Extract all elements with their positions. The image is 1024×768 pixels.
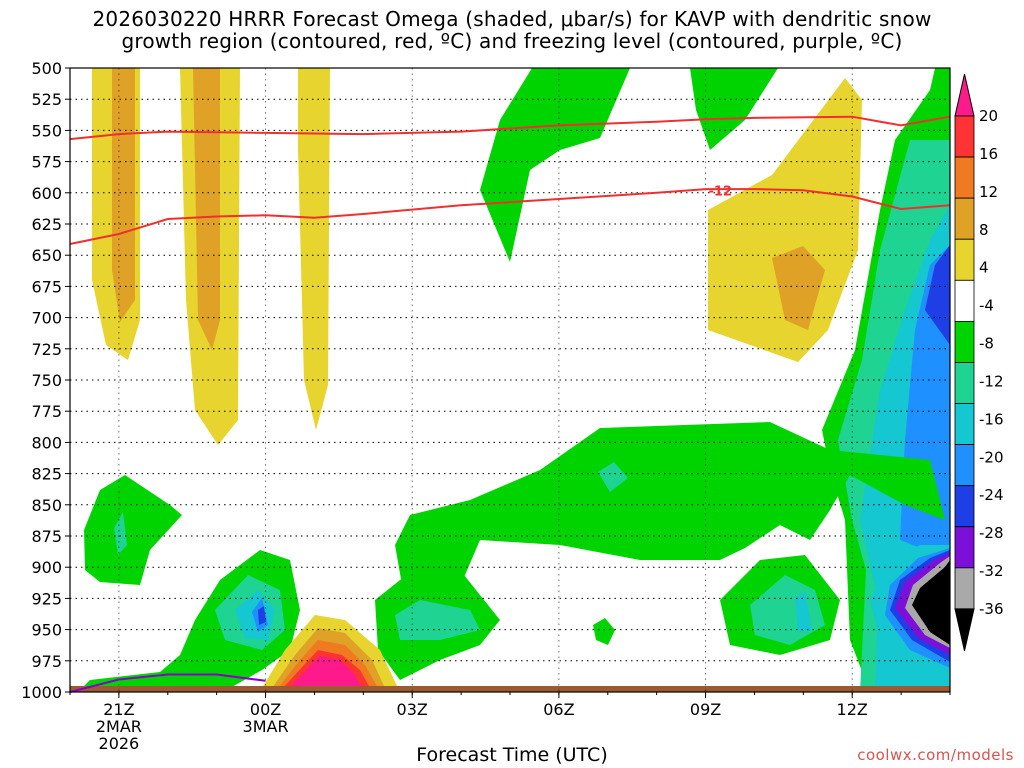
y-tick-label: 950: [31, 621, 62, 640]
colorbar-label: -36: [979, 600, 1004, 618]
pos-region: [112, 68, 135, 322]
y-tick-label: 650: [31, 246, 62, 265]
x-tick-label: 09Z: [690, 700, 721, 719]
colorbar-label: -4: [979, 297, 994, 315]
contour-line: [69, 188, 951, 245]
title-line-1: 2026030220 HRRR Forecast Omega (shaded, …: [92, 7, 932, 31]
y-tick-label: 550: [31, 121, 62, 140]
colorbar-label: 8: [979, 221, 989, 239]
neg-region: [258, 606, 266, 625]
pos-region: [708, 78, 862, 362]
x-tick-year: 2026: [99, 734, 140, 753]
pos-region: [772, 246, 825, 330]
y-tick-label: 500: [31, 59, 62, 78]
grid: [70, 68, 950, 692]
x-tick-label: 06Z: [543, 700, 574, 719]
credit-link[interactable]: coolwx.com/models: [857, 746, 1014, 764]
contour-lines: -12: [69, 115, 951, 693]
chart-title: 2026030220 HRRR Forecast Omega (shaded, …: [0, 8, 1024, 52]
pos-region: [298, 68, 330, 430]
colorbar-swatch: [954, 279, 975, 322]
colorbar-label: -8: [979, 335, 994, 353]
colorbar-swatch: [954, 115, 975, 158]
y-tick-label: 800: [31, 433, 62, 452]
y-tick-label: 575: [31, 153, 62, 172]
neg-region: [690, 68, 778, 150]
neg-region: [395, 600, 480, 640]
y-tick-label: 1000: [21, 683, 62, 702]
y-tick-label: 625: [31, 215, 62, 234]
y-tick-label: 750: [31, 371, 62, 390]
y-tick-label: 700: [31, 309, 62, 328]
colorbar-bottom-arrow: [954, 608, 975, 652]
colorbar: 20 16 12 8 4 -4 -8 -12 -16 -20 -24 -28 -32 -36: [954, 73, 1004, 652]
neg-region: [925, 245, 950, 345]
colorbar-swatch: [954, 320, 975, 363]
colorbar-label: 4: [979, 259, 989, 277]
x-axis-title: Forecast Time (UTC): [416, 744, 608, 766]
y-tick-label: 675: [31, 277, 62, 296]
colorbar-swatch: [954, 156, 975, 199]
omega-shading: [80, 68, 950, 692]
y-tick-label: 900: [31, 558, 62, 577]
contour-label: -12: [708, 184, 732, 199]
y-tick-label: 875: [31, 527, 62, 546]
y-axis: 500 525 550 575 600 625 650 675 700 725 750 775 800 8…: [21, 59, 70, 702]
x-tick-label: 12Z: [837, 700, 868, 719]
neg-region: [114, 512, 127, 555]
colorbar-swatch: [954, 526, 975, 569]
colorbar-label: 16: [979, 145, 998, 163]
y-tick-label: 975: [31, 652, 62, 671]
colorbar-swatch: [954, 197, 975, 240]
neg-region: [84, 475, 182, 585]
colorbar-label: -28: [979, 524, 1004, 542]
neg-region: [912, 560, 950, 645]
colorbar-label: 20: [979, 107, 998, 125]
y-tick-label: 925: [31, 589, 62, 608]
colorbar-label: 12: [979, 183, 998, 201]
colorbar-swatch: [954, 567, 975, 610]
neg-region: [795, 592, 812, 632]
colorbar-swatch: [954, 485, 975, 528]
colorbar-swatch: [954, 444, 975, 487]
y-tick-label: 825: [31, 465, 62, 484]
colorbar-swatch: [954, 238, 975, 281]
colorbar-top-arrow: [954, 73, 975, 117]
ground-surface: [70, 686, 950, 692]
y-tick-label: 600: [31, 184, 62, 203]
colorbar-label: -20: [979, 448, 1004, 466]
x-tick-date: 3MAR: [243, 717, 289, 736]
neg-region: [593, 618, 615, 645]
y-tick-label: 775: [31, 402, 62, 421]
x-tick-label: 03Z: [397, 700, 428, 719]
pos-region: [193, 68, 220, 350]
neg-region: [598, 462, 628, 492]
colorbar-label: -16: [979, 410, 1004, 428]
x-tick-label: 00Z: [250, 700, 281, 719]
title-line-2: growth region (contoured, red, ºC) and f…: [121, 29, 903, 53]
colorbar-swatch: [954, 362, 975, 404]
pos-region: [290, 656, 362, 688]
x-tick-label: 21Z: [103, 700, 134, 719]
y-tick-label: 525: [31, 90, 62, 109]
colorbar-label: -24: [979, 486, 1004, 504]
neg-region: [480, 68, 630, 262]
colorbar-label: -32: [979, 562, 1004, 580]
y-tick-label: 850: [31, 496, 62, 515]
plot-frame: [69, 67, 951, 693]
contour-line: [69, 115, 951, 141]
colorbar-swatch: [954, 403, 975, 446]
colorbar-label: -12: [979, 372, 1004, 390]
x-tick-date: 2MAR: [96, 717, 142, 736]
contour-line: [69, 673, 266, 693]
y-tick-label: 725: [31, 340, 62, 359]
